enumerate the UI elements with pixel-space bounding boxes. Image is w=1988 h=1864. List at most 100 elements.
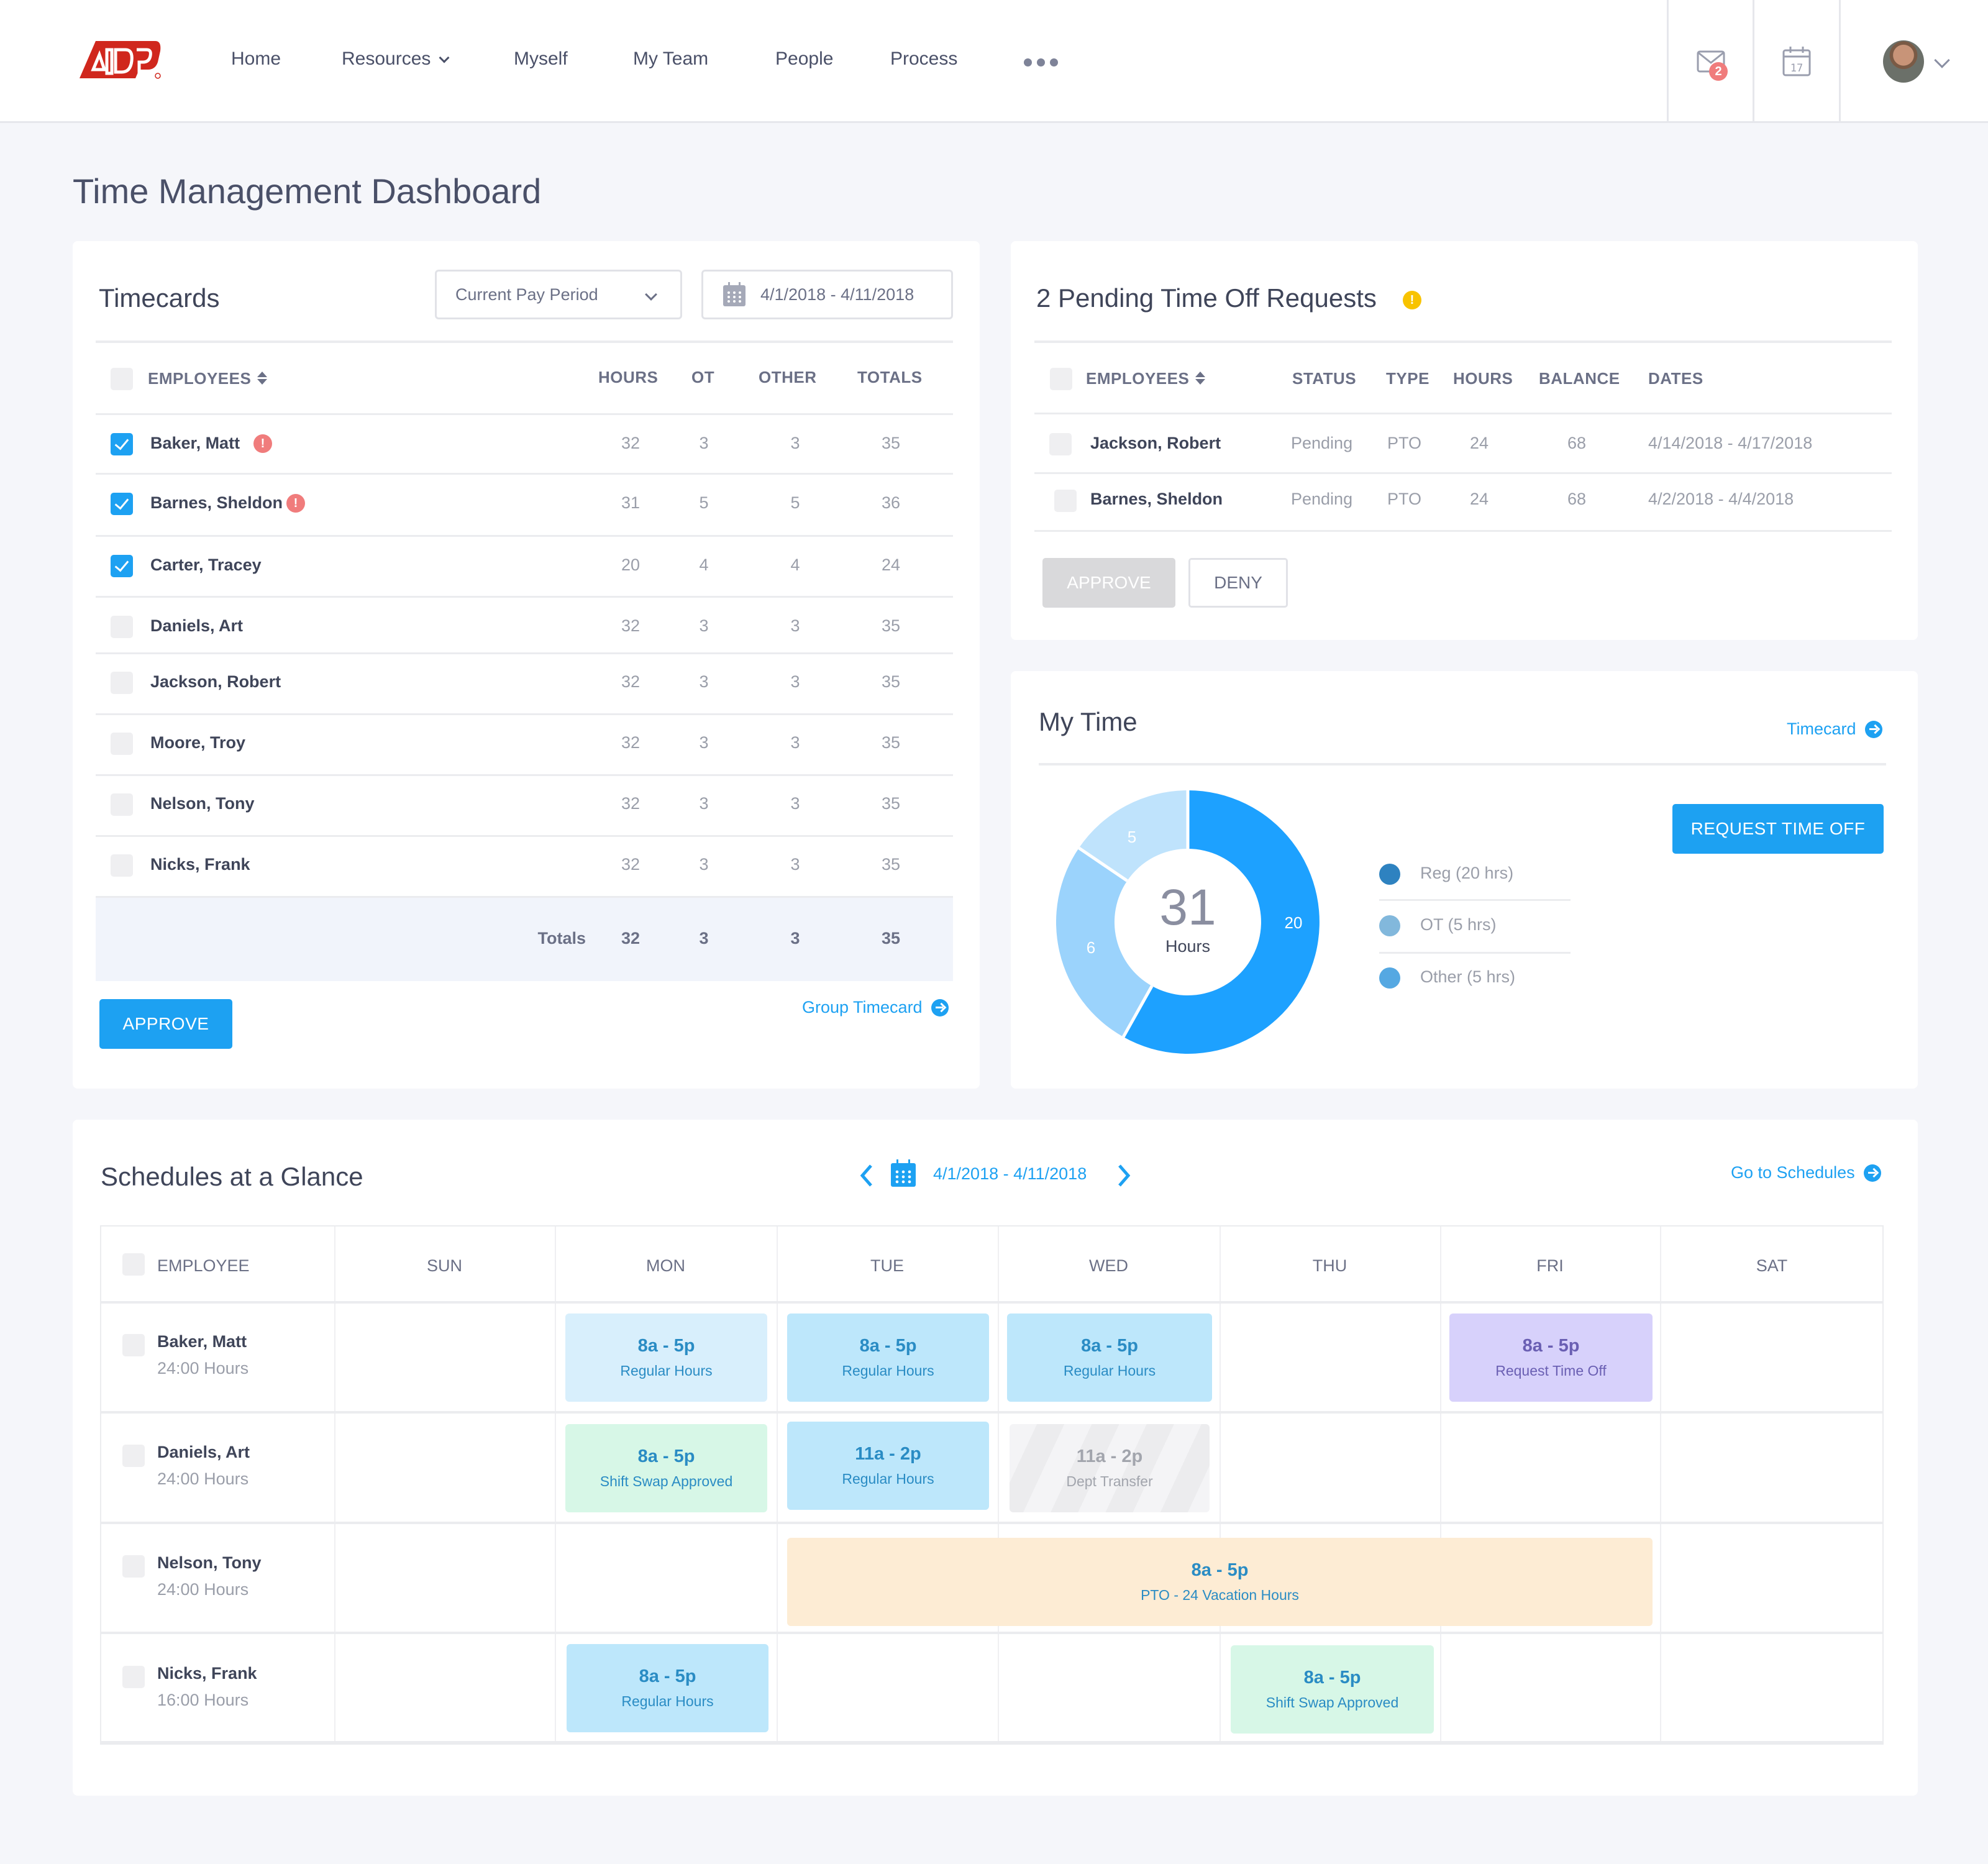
column-header-status: STATUS: [1292, 369, 1357, 388]
timecard-link[interactable]: Timecard: [1787, 720, 1882, 739]
svg-text:Hours: Hours: [1165, 937, 1210, 956]
shift-block[interactable]: 8a - 5p Shift Swap Approved: [565, 1424, 767, 1512]
employee-name: Barnes, Sheldon: [1090, 490, 1223, 508]
svg-text:20: 20: [1285, 913, 1303, 932]
row-checkbox[interactable]: [111, 616, 133, 638]
approve-requests-button[interactable]: APPROVE: [1042, 558, 1175, 608]
ot-value: 4: [699, 555, 709, 574]
nav-people[interactable]: People: [775, 48, 834, 69]
pay-period-select[interactable]: Current Pay Period: [435, 270, 682, 319]
totals-hours: 32: [621, 929, 641, 948]
other-value: 3: [790, 616, 800, 635]
other-value: 3: [790, 672, 800, 691]
go-to-schedules-link[interactable]: Go to Schedules: [1731, 1163, 1881, 1182]
row-checkbox[interactable]: [122, 1666, 145, 1688]
shift-label: PTO - 24 Vacation Hours: [1141, 1587, 1299, 1603]
shift-block[interactable]: 8a - 5p Regular Hours: [565, 1313, 767, 1402]
grid-column-line: [1220, 1227, 1221, 1743]
column-header-sun: SUN: [426, 1256, 462, 1275]
row-checkbox[interactable]: [111, 793, 133, 816]
balance-value: 68: [1567, 434, 1587, 452]
employee-name: Nicks, Frank: [150, 855, 250, 874]
column-header-employees[interactable]: EMPLOYEES: [148, 369, 268, 388]
request-time-off-button[interactable]: REQUEST TIME OFF: [1672, 804, 1884, 854]
hours-value: 32: [621, 733, 641, 752]
nav-my-team[interactable]: My Team: [633, 48, 709, 69]
svg-text:17: 17: [1790, 62, 1803, 75]
adp-logo[interactable]: [75, 39, 162, 81]
nav-process[interactable]: Process: [890, 48, 958, 69]
header-divider: [1667, 0, 1669, 123]
shift-block[interactable]: 8a - 5p Regular Hours: [1007, 1313, 1212, 1402]
row-checkbox[interactable]: [111, 493, 133, 515]
shift-block[interactable]: 8a - 5p Regular Hours: [567, 1644, 768, 1732]
row-checkbox[interactable]: [1049, 433, 1072, 455]
nav-home[interactable]: Home: [231, 48, 281, 69]
employee-name: Moore, Troy: [150, 733, 246, 752]
user-avatar[interactable]: [1883, 40, 1924, 83]
hours-value: 32: [621, 616, 641, 635]
divider: [1039, 763, 1886, 765]
totals-value: 35: [881, 672, 901, 691]
schedule-date-range[interactable]: 4/1/2018 - 4/11/2018: [933, 1164, 1087, 1183]
calendar-button[interactable]: 17: [1754, 0, 1839, 123]
donut-segment-ot: [1056, 847, 1152, 1037]
nav-resources[interactable]: Resources: [342, 48, 450, 70]
date-range-picker[interactable]: 4/1/2018 - 4/11/2018: [701, 270, 953, 319]
row-checkbox[interactable]: [122, 1555, 145, 1578]
row-checkbox[interactable]: [122, 1334, 145, 1356]
column-header-employees[interactable]: EMPLOYEES: [1086, 369, 1206, 388]
other-value: 3: [790, 855, 800, 874]
shift-block[interactable]: 11a - 2p Regular Hours: [787, 1422, 989, 1510]
select-all-checkbox[interactable]: [111, 368, 133, 390]
previous-week-chevron-icon[interactable]: [857, 1163, 875, 1188]
next-week-chevron-icon[interactable]: [1116, 1163, 1133, 1188]
hours-value: 24: [1470, 490, 1489, 508]
column-header-wed: WED: [1089, 1256, 1128, 1275]
schedule-grid: EMPLOYEE SUN MON TUE WED THU FRI SAT Bak…: [100, 1225, 1884, 1745]
more-dots-icon[interactable]: [1024, 58, 1058, 66]
row-checkbox[interactable]: [111, 854, 133, 877]
group-timecard-link[interactable]: Group Timecard: [802, 998, 949, 1017]
row-checkbox[interactable]: [111, 433, 133, 455]
row-checkbox[interactable]: [1054, 490, 1077, 512]
messages-button[interactable]: [1669, 0, 1753, 123]
link-label: Group Timecard: [802, 998, 923, 1017]
row-checkbox[interactable]: [122, 1445, 145, 1467]
employee-name: Nelson, Tony: [150, 794, 255, 813]
employee-hours: 24:00 Hours: [157, 1469, 249, 1488]
svg-text:6: 6: [1087, 938, 1095, 957]
grid-row-line: [101, 1632, 1882, 1634]
row-checkbox[interactable]: [111, 555, 133, 577]
shift-time: 8a - 5p: [637, 1336, 695, 1356]
shift-label: Shift Swap Approved: [600, 1473, 733, 1489]
shift-time: 8a - 5p: [639, 1666, 696, 1686]
shift-label: Regular Hours: [842, 1471, 934, 1487]
hours-value: 20: [621, 555, 641, 574]
shift-block[interactable]: 8a - 5p PTO - 24 Vacation Hours: [787, 1538, 1653, 1626]
row-divider: [96, 652, 953, 654]
shift-label: Regular Hours: [620, 1363, 713, 1379]
select-all-checkbox[interactable]: [122, 1253, 145, 1276]
row-checkbox[interactable]: [111, 733, 133, 755]
row-divider: [1034, 472, 1892, 474]
column-header-sat: SAT: [1756, 1256, 1788, 1275]
deny-requests-button[interactable]: DENY: [1188, 558, 1288, 608]
chevron-down-icon[interactable]: [1934, 52, 1950, 68]
shift-block[interactable]: 11a - 2p Dept Transfer: [1010, 1424, 1210, 1512]
totals-value: 35: [881, 855, 901, 874]
legend-dot-other: [1379, 967, 1400, 989]
balance-value: 68: [1567, 490, 1587, 508]
row-checkbox[interactable]: [111, 672, 133, 694]
approve-timecards-button[interactable]: APPROVE: [99, 999, 232, 1049]
shift-block[interactable]: 8a - 5p Shift Swap Approved: [1231, 1645, 1434, 1734]
select-all-checkbox[interactable]: [1050, 368, 1072, 390]
row-divider: [96, 413, 953, 415]
other-value: 3: [790, 794, 800, 813]
row-divider: [96, 896, 953, 898]
nav-myself[interactable]: Myself: [514, 48, 568, 69]
shift-block[interactable]: 8a - 5p Request Time Off: [1449, 1313, 1653, 1402]
ot-value: 3: [699, 855, 709, 874]
shift-block[interactable]: 8a - 5p Regular Hours: [787, 1313, 989, 1402]
alert-icon: !: [286, 494, 305, 513]
